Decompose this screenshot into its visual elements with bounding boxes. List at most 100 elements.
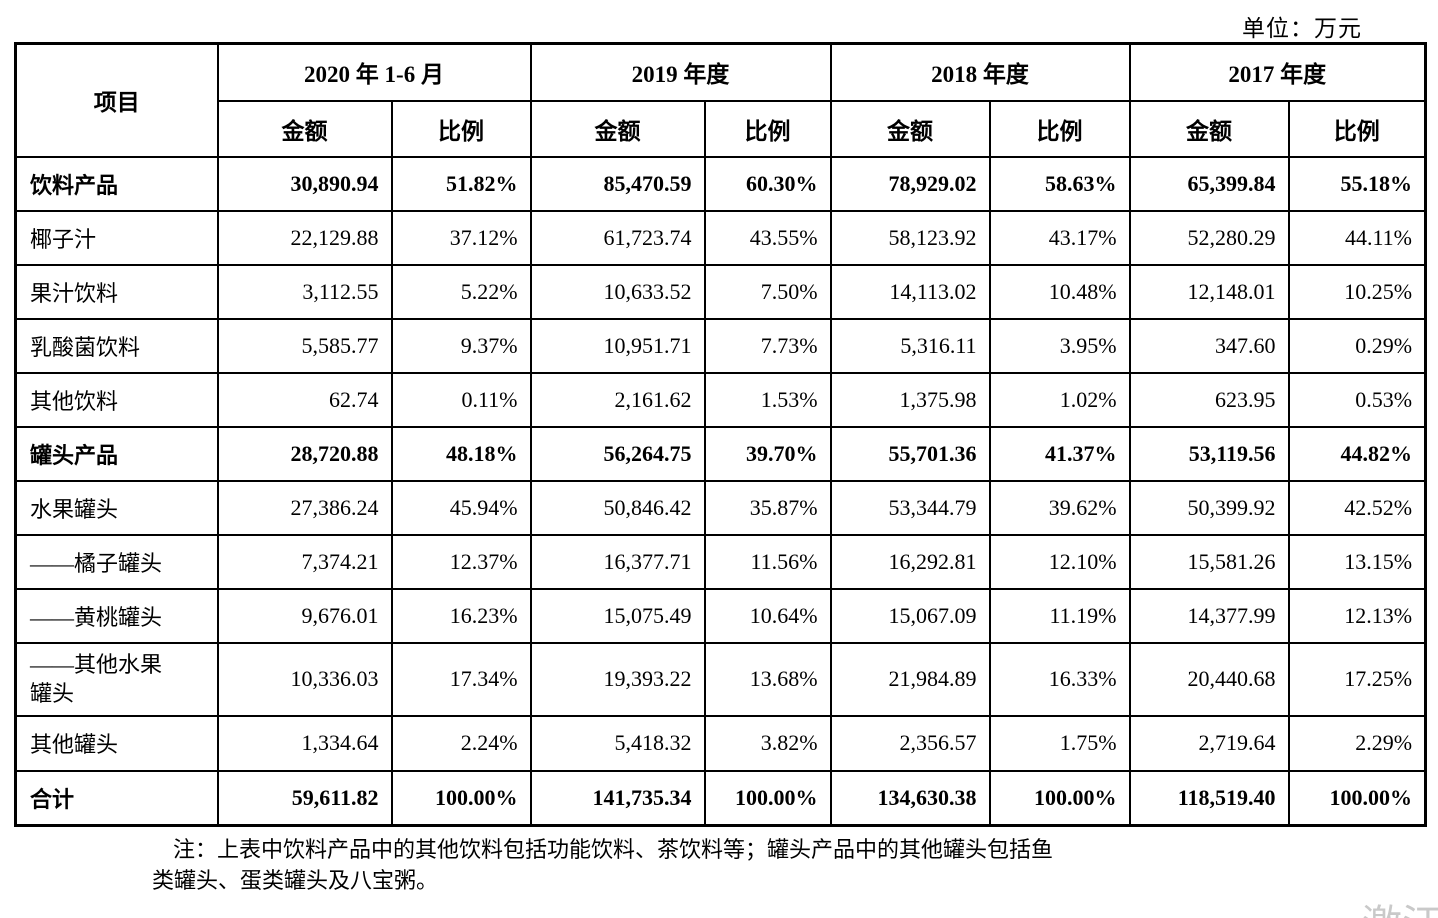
table-row-fruit-juice: 果汁饮料 3,112.55 5.22% 10,633.52 7.50% 14,1… <box>14 263 1427 320</box>
cell-amount: 118,519.40 <box>1128 769 1290 827</box>
cell-ratio: 16.33% <box>988 641 1131 717</box>
cell-ratio: 39.62% <box>988 479 1131 536</box>
cell-amount: 623.95 <box>1128 371 1290 428</box>
cell-amount: 14,377.99 <box>1128 587 1290 644</box>
cell-ratio: 7.50% <box>703 263 832 320</box>
cell-ratio: 11.56% <box>703 533 832 590</box>
cell-amount: 134,630.38 <box>829 769 991 827</box>
cell-amount: 30,890.94 <box>216 155 393 212</box>
cell-ratio: 2.29% <box>1287 714 1427 772</box>
cell-ratio: 9.37% <box>390 317 532 374</box>
cell-amount: 5,585.77 <box>216 317 393 374</box>
table-row-canned-yellow-peach: ——黄桃罐头 9,676.01 16.23% 15,075.49 10.64% … <box>14 587 1427 644</box>
header-amount-2019: 金额 <box>529 99 706 158</box>
header-ratio-2018: 比例 <box>988 99 1131 158</box>
cell-ratio: 13.15% <box>1287 533 1427 590</box>
cell-amount: 1,334.64 <box>216 714 393 772</box>
header-amount-2017: 金额 <box>1128 99 1290 158</box>
header-period-2019: 2019 年度 <box>529 42 832 102</box>
cell-ratio: 55.18% <box>1287 155 1427 212</box>
cell-ratio: 43.17% <box>988 209 1131 266</box>
unit-label: 单位：万元 <box>1242 16 1362 41</box>
cell-ratio: 1.53% <box>703 371 832 428</box>
cell-ratio: 10.48% <box>988 263 1131 320</box>
header-amount-2018: 金额 <box>829 99 991 158</box>
table-row-canned-fruit: 水果罐头 27,386.24 45.94% 50,846.42 35.87% 5… <box>14 479 1427 536</box>
cell-amount: 50,846.42 <box>529 479 706 536</box>
cell-ratio: 44.82% <box>1287 425 1427 482</box>
cell-ratio: 1.02% <box>988 371 1131 428</box>
cell-ratio: 11.19% <box>988 587 1131 644</box>
cell-ratio: 2.24% <box>390 714 532 772</box>
table-row-canned-products: 罐头产品 28,720.88 48.18% 56,264.75 39.70% 5… <box>14 425 1427 482</box>
table-row-other-beverages: 其他饮料 62.74 0.11% 2,161.62 1.53% 1,375.98… <box>14 371 1427 428</box>
cell-amount: 85,470.59 <box>529 155 706 212</box>
row-label-text: ——其他水果罐头 <box>30 652 163 706</box>
cell-amount: 22,129.88 <box>216 209 393 266</box>
cell-ratio: 10.64% <box>703 587 832 644</box>
cell-ratio: 3.95% <box>988 317 1131 374</box>
cell-amount: 10,633.52 <box>529 263 706 320</box>
cell-amount: 20,440.68 <box>1128 641 1290 717</box>
cell-ratio: 100.00% <box>390 769 532 827</box>
watermark-text: 激汪 <box>1362 892 1438 918</box>
row-label: 其他罐头 <box>14 714 219 772</box>
cell-amount: 15,067.09 <box>829 587 991 644</box>
cell-ratio: 100.00% <box>1287 769 1427 827</box>
row-label: ——橘子罐头 <box>14 533 219 590</box>
cell-amount: 55,701.36 <box>829 425 991 482</box>
row-label: 罐头产品 <box>14 425 219 482</box>
cell-amount: 65,399.84 <box>1128 155 1290 212</box>
table-row-other-canned: 其他罐头 1,334.64 2.24% 5,418.32 3.82% 2,356… <box>14 714 1427 772</box>
header-ratio-2017: 比例 <box>1287 99 1427 158</box>
cell-ratio: 17.25% <box>1287 641 1427 717</box>
row-label: 合计 <box>14 769 219 827</box>
row-label: 乳酸菌饮料 <box>14 317 219 374</box>
cell-amount: 56,264.75 <box>529 425 706 482</box>
cell-amount: 5,418.32 <box>529 714 706 772</box>
cell-ratio: 58.63% <box>988 155 1131 212</box>
cell-ratio: 10.25% <box>1287 263 1427 320</box>
cell-amount: 52,280.29 <box>1128 209 1290 266</box>
cell-amount: 53,119.56 <box>1128 425 1290 482</box>
cell-ratio: 100.00% <box>703 769 832 827</box>
cell-amount: 28,720.88 <box>216 425 393 482</box>
cell-amount: 10,336.03 <box>216 641 393 717</box>
cell-ratio: 39.70% <box>703 425 832 482</box>
header-period-2020: 2020 年 1-6 月 <box>216 42 532 102</box>
cell-amount: 78,929.02 <box>829 155 991 212</box>
cell-amount: 9,676.01 <box>216 587 393 644</box>
revenue-breakdown-table: 项目 2020 年 1-6 月 2019 年度 2018 年度 2017 年度 … <box>14 42 1428 827</box>
cell-amount: 27,386.24 <box>216 479 393 536</box>
table-row-canned-orange: ——橘子罐头 7,374.21 12.37% 16,377.71 11.56% … <box>14 533 1427 590</box>
cell-amount: 347.60 <box>1128 317 1290 374</box>
cell-amount: 2,356.57 <box>829 714 991 772</box>
cell-ratio: 41.37% <box>988 425 1131 482</box>
cell-amount: 2,719.64 <box>1128 714 1290 772</box>
cell-ratio: 12.10% <box>988 533 1131 590</box>
cell-ratio: 17.34% <box>390 641 532 717</box>
header-row-periods: 项目 2020 年 1-6 月 2019 年度 2018 年度 2017 年度 <box>14 42 1427 158</box>
row-label: ——其他水果罐头 <box>14 641 219 717</box>
cell-ratio: 60.30% <box>703 155 832 212</box>
cell-ratio: 12.13% <box>1287 587 1427 644</box>
cell-amount: 3,112.55 <box>216 263 393 320</box>
header-row-measures: 金额 比例 金额 比例 金额 比例 金额 比例 <box>16 99 1427 158</box>
header-period-2017: 2017 年度 <box>1128 42 1427 102</box>
cell-amount: 58,123.92 <box>829 209 991 266</box>
cell-amount: 59,611.82 <box>216 769 393 827</box>
cell-ratio: 0.53% <box>1287 371 1427 428</box>
cell-ratio: 35.87% <box>703 479 832 536</box>
footnote: 注：上表中饮料产品中的其他饮料包括功能饮料、茶饮料等；罐头产品中的其他罐头包括鱼… <box>0 834 1053 896</box>
cell-ratio: 45.94% <box>390 479 532 536</box>
cell-amount: 7,374.21 <box>216 533 393 590</box>
cell-amount: 5,316.11 <box>829 317 991 374</box>
cell-ratio: 42.52% <box>1287 479 1427 536</box>
cell-ratio: 3.82% <box>703 714 832 772</box>
row-label: 水果罐头 <box>14 479 219 536</box>
cell-amount: 10,951.71 <box>529 317 706 374</box>
cell-amount: 53,344.79 <box>829 479 991 536</box>
cell-ratio: 100.00% <box>988 769 1131 827</box>
table-row-beverage-products: 饮料产品 30,890.94 51.82% 85,470.59 60.30% 7… <box>14 155 1427 212</box>
cell-ratio: 5.22% <box>390 263 532 320</box>
